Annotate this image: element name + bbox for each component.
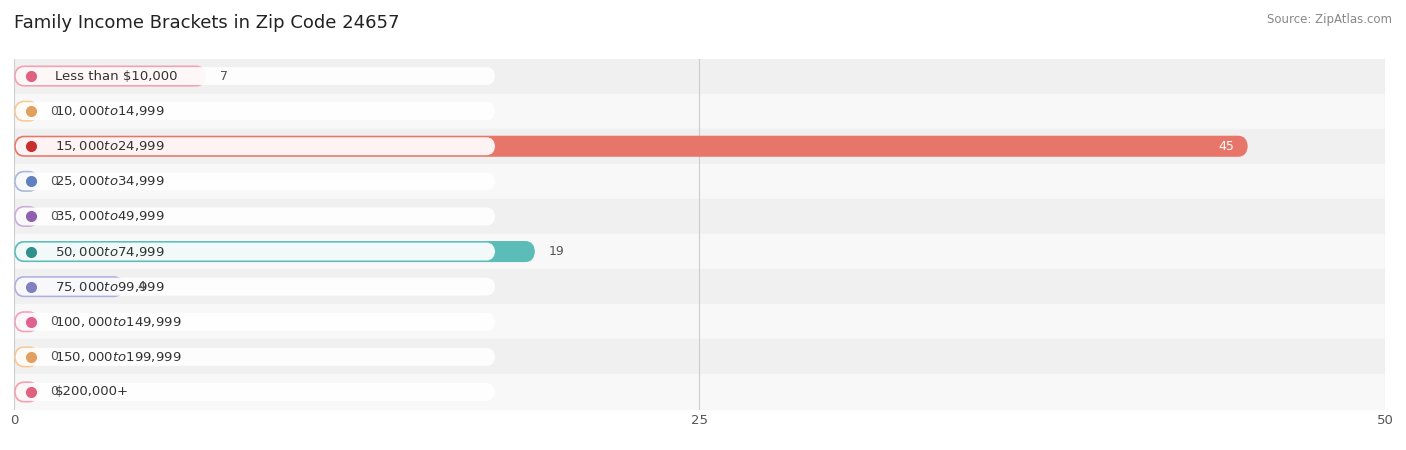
FancyBboxPatch shape bbox=[14, 101, 39, 122]
Bar bbox=[14, 58, 1385, 94]
Text: 0: 0 bbox=[49, 351, 58, 363]
Text: 19: 19 bbox=[548, 245, 564, 258]
Text: $10,000 to $14,999: $10,000 to $14,999 bbox=[55, 104, 165, 118]
FancyBboxPatch shape bbox=[14, 346, 39, 367]
FancyBboxPatch shape bbox=[15, 383, 495, 401]
FancyBboxPatch shape bbox=[14, 66, 207, 86]
FancyBboxPatch shape bbox=[15, 207, 495, 225]
Bar bbox=[14, 374, 1385, 410]
Text: 0: 0 bbox=[49, 175, 58, 188]
Text: 0: 0 bbox=[49, 386, 58, 398]
Bar bbox=[14, 304, 1385, 339]
FancyBboxPatch shape bbox=[14, 206, 39, 227]
Text: $200,000+: $200,000+ bbox=[55, 386, 129, 398]
Text: 45: 45 bbox=[1218, 140, 1234, 153]
Text: Source: ZipAtlas.com: Source: ZipAtlas.com bbox=[1267, 14, 1392, 27]
Text: 0: 0 bbox=[49, 210, 58, 223]
Text: $15,000 to $24,999: $15,000 to $24,999 bbox=[55, 139, 165, 153]
FancyBboxPatch shape bbox=[15, 313, 495, 331]
Text: 7: 7 bbox=[219, 70, 228, 82]
FancyBboxPatch shape bbox=[15, 67, 495, 85]
FancyBboxPatch shape bbox=[15, 278, 495, 296]
FancyBboxPatch shape bbox=[14, 276, 124, 297]
Text: $35,000 to $49,999: $35,000 to $49,999 bbox=[55, 209, 165, 224]
FancyBboxPatch shape bbox=[14, 311, 39, 332]
FancyBboxPatch shape bbox=[15, 172, 495, 190]
Text: 0: 0 bbox=[49, 315, 58, 328]
FancyBboxPatch shape bbox=[15, 348, 495, 366]
Bar bbox=[14, 339, 1385, 374]
FancyBboxPatch shape bbox=[14, 382, 39, 402]
Text: $25,000 to $34,999: $25,000 to $34,999 bbox=[55, 174, 165, 189]
Text: 0: 0 bbox=[49, 105, 58, 117]
Text: Less than $10,000: Less than $10,000 bbox=[55, 70, 177, 82]
Text: Family Income Brackets in Zip Code 24657: Family Income Brackets in Zip Code 24657 bbox=[14, 14, 399, 32]
FancyBboxPatch shape bbox=[14, 171, 39, 192]
Text: 4: 4 bbox=[138, 280, 145, 293]
Text: $50,000 to $74,999: $50,000 to $74,999 bbox=[55, 244, 165, 259]
FancyBboxPatch shape bbox=[15, 243, 495, 261]
FancyBboxPatch shape bbox=[14, 241, 534, 262]
FancyBboxPatch shape bbox=[15, 137, 495, 155]
Bar bbox=[14, 129, 1385, 164]
Bar bbox=[14, 94, 1385, 129]
FancyBboxPatch shape bbox=[15, 102, 495, 120]
Text: $75,000 to $99,999: $75,000 to $99,999 bbox=[55, 279, 165, 294]
Bar bbox=[14, 269, 1385, 304]
FancyBboxPatch shape bbox=[14, 136, 1249, 157]
Bar bbox=[14, 199, 1385, 234]
Bar bbox=[14, 234, 1385, 269]
Text: $150,000 to $199,999: $150,000 to $199,999 bbox=[55, 350, 181, 364]
Text: $100,000 to $149,999: $100,000 to $149,999 bbox=[55, 315, 181, 329]
Bar bbox=[14, 164, 1385, 199]
